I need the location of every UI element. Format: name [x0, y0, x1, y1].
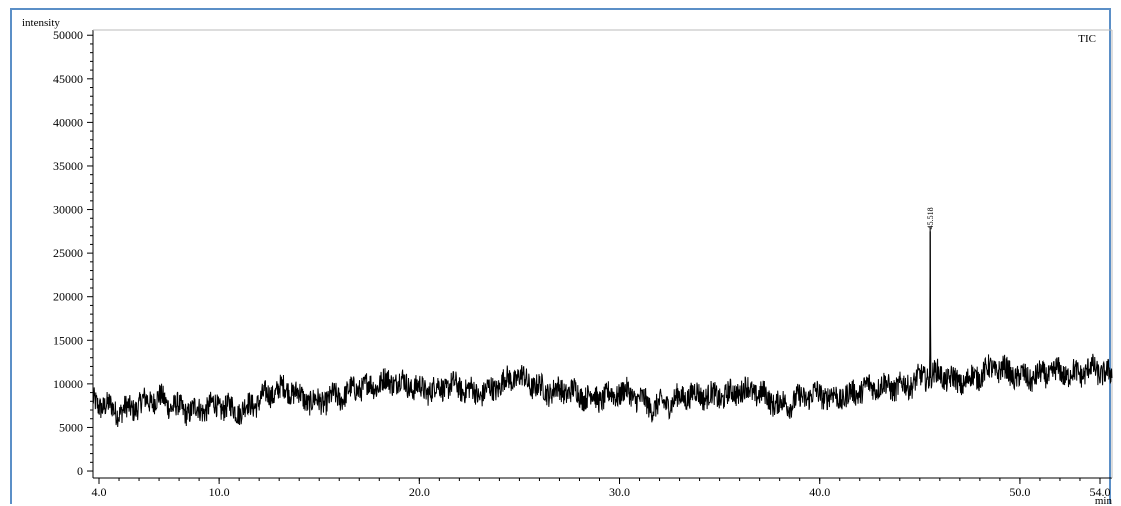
- x-tick-label: 4.0: [92, 485, 107, 499]
- x-tick-label: 54.0: [1089, 485, 1110, 499]
- x-tick-label: 20.0: [409, 485, 430, 499]
- tic-trace: [92, 226, 1113, 428]
- y-tick-label: 30000: [53, 203, 83, 217]
- y-tick-label: 40000: [53, 115, 83, 129]
- series-label: TIC: [1078, 33, 1096, 45]
- x-tick-label: 40.0: [809, 485, 830, 499]
- x-axis-ticks: 4.0 10.0 20.0 30.0 40.0 50.0 54.0: [92, 478, 1110, 499]
- peak-retention-label: 45.518: [926, 207, 935, 229]
- x-tick-label: 30.0: [609, 485, 630, 499]
- y-tick-label: 10000: [53, 377, 83, 391]
- x-axis-title: min: [1095, 495, 1113, 506]
- y-tick-label: 35000: [53, 159, 83, 173]
- y-tick-label: 0: [77, 464, 83, 478]
- x-tick-label: 10.0: [209, 485, 230, 499]
- y-tick-label: 45000: [53, 72, 83, 86]
- y-axis-ticks: 0 5000 10000 15000 20000 25000 30000 35000 40000…: [53, 28, 93, 478]
- y-tick-label: 50000: [53, 28, 83, 42]
- y-tick-label: 5000: [59, 420, 83, 434]
- tic-series: [92, 226, 1113, 428]
- y-tick-label: 20000: [53, 290, 83, 304]
- y-axis-title: intensity: [22, 17, 60, 29]
- x-tick-label: 50.0: [1009, 485, 1030, 499]
- chart-frame: [10, 8, 1111, 504]
- y-tick-label: 25000: [53, 246, 83, 260]
- peak-labels: 45.518: [926, 207, 935, 379]
- y-tick-label: 15000: [53, 333, 83, 347]
